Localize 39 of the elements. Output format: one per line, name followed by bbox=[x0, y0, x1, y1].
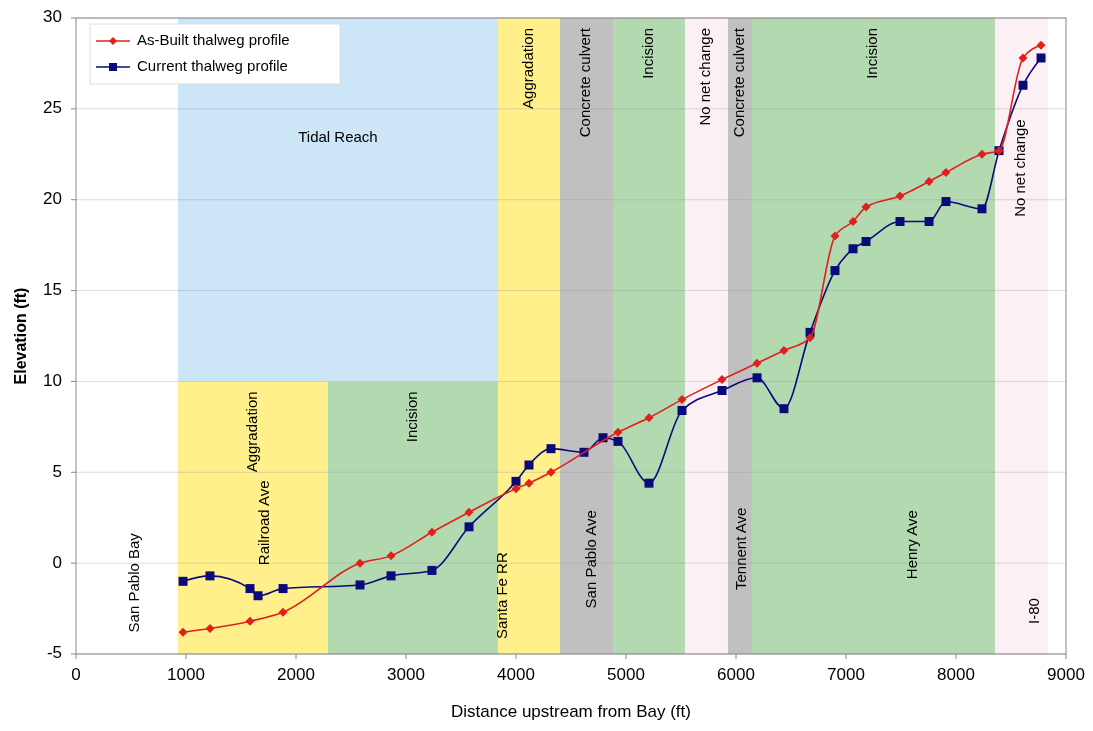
annotation: San Pablo Ave bbox=[581, 510, 599, 609]
band-label: Incision bbox=[863, 28, 881, 79]
annotation: Tennent Ave bbox=[732, 507, 750, 591]
y-axis-title: Elevation (ft) bbox=[12, 287, 29, 385]
y-tick-label: -5 bbox=[46, 643, 62, 663]
x-tick-label: 8000 bbox=[937, 665, 975, 684]
band-label: No net change bbox=[696, 28, 714, 126]
annotation: Henry Ave bbox=[902, 510, 920, 580]
y-tick-label: 10 bbox=[43, 370, 62, 390]
x-tick-label: 1000 bbox=[167, 665, 205, 684]
band-label: Aggradation bbox=[242, 391, 260, 473]
band-label: No net change bbox=[1011, 119, 1029, 217]
annotation: Railroad Ave bbox=[255, 480, 273, 566]
x-tick-label: 7000 bbox=[827, 665, 865, 684]
legend-label: As-Built thalweg profile bbox=[137, 30, 290, 48]
legend-label: Current thalweg profile bbox=[137, 56, 288, 74]
annotation: Santa Fe RR bbox=[492, 552, 510, 639]
band-label: Incision bbox=[638, 28, 656, 79]
x-tick-label: 2000 bbox=[277, 665, 315, 684]
x-tick-label: 3000 bbox=[387, 665, 425, 684]
y-tick-label: 5 bbox=[52, 461, 62, 481]
x-tick-label: 0 bbox=[71, 665, 81, 684]
annotation: San Pablo Bay bbox=[125, 532, 143, 633]
x-tick-label: 4000 bbox=[497, 665, 535, 684]
band-label: Concrete culvert bbox=[729, 27, 747, 138]
y-tick-label: 30 bbox=[43, 7, 62, 27]
x-tick-label: 5000 bbox=[607, 665, 645, 684]
x-axis-title: Distance upstream from Bay (ft) bbox=[451, 702, 691, 721]
band-label: Incision bbox=[402, 391, 420, 443]
y-tick-label: 15 bbox=[43, 280, 62, 300]
band-label: Concrete culvert bbox=[576, 27, 594, 138]
x-tick-label: 6000 bbox=[717, 665, 755, 684]
band-label: Tidal Reach bbox=[298, 127, 378, 145]
x-tick-label: 9000 bbox=[1047, 665, 1085, 684]
band-label: Aggradation bbox=[518, 28, 536, 109]
y-tick-label: 0 bbox=[52, 552, 62, 572]
y-tick-label: 25 bbox=[43, 98, 62, 118]
y-tick-label: 20 bbox=[43, 189, 62, 209]
annotation: I-80 bbox=[1025, 598, 1043, 624]
